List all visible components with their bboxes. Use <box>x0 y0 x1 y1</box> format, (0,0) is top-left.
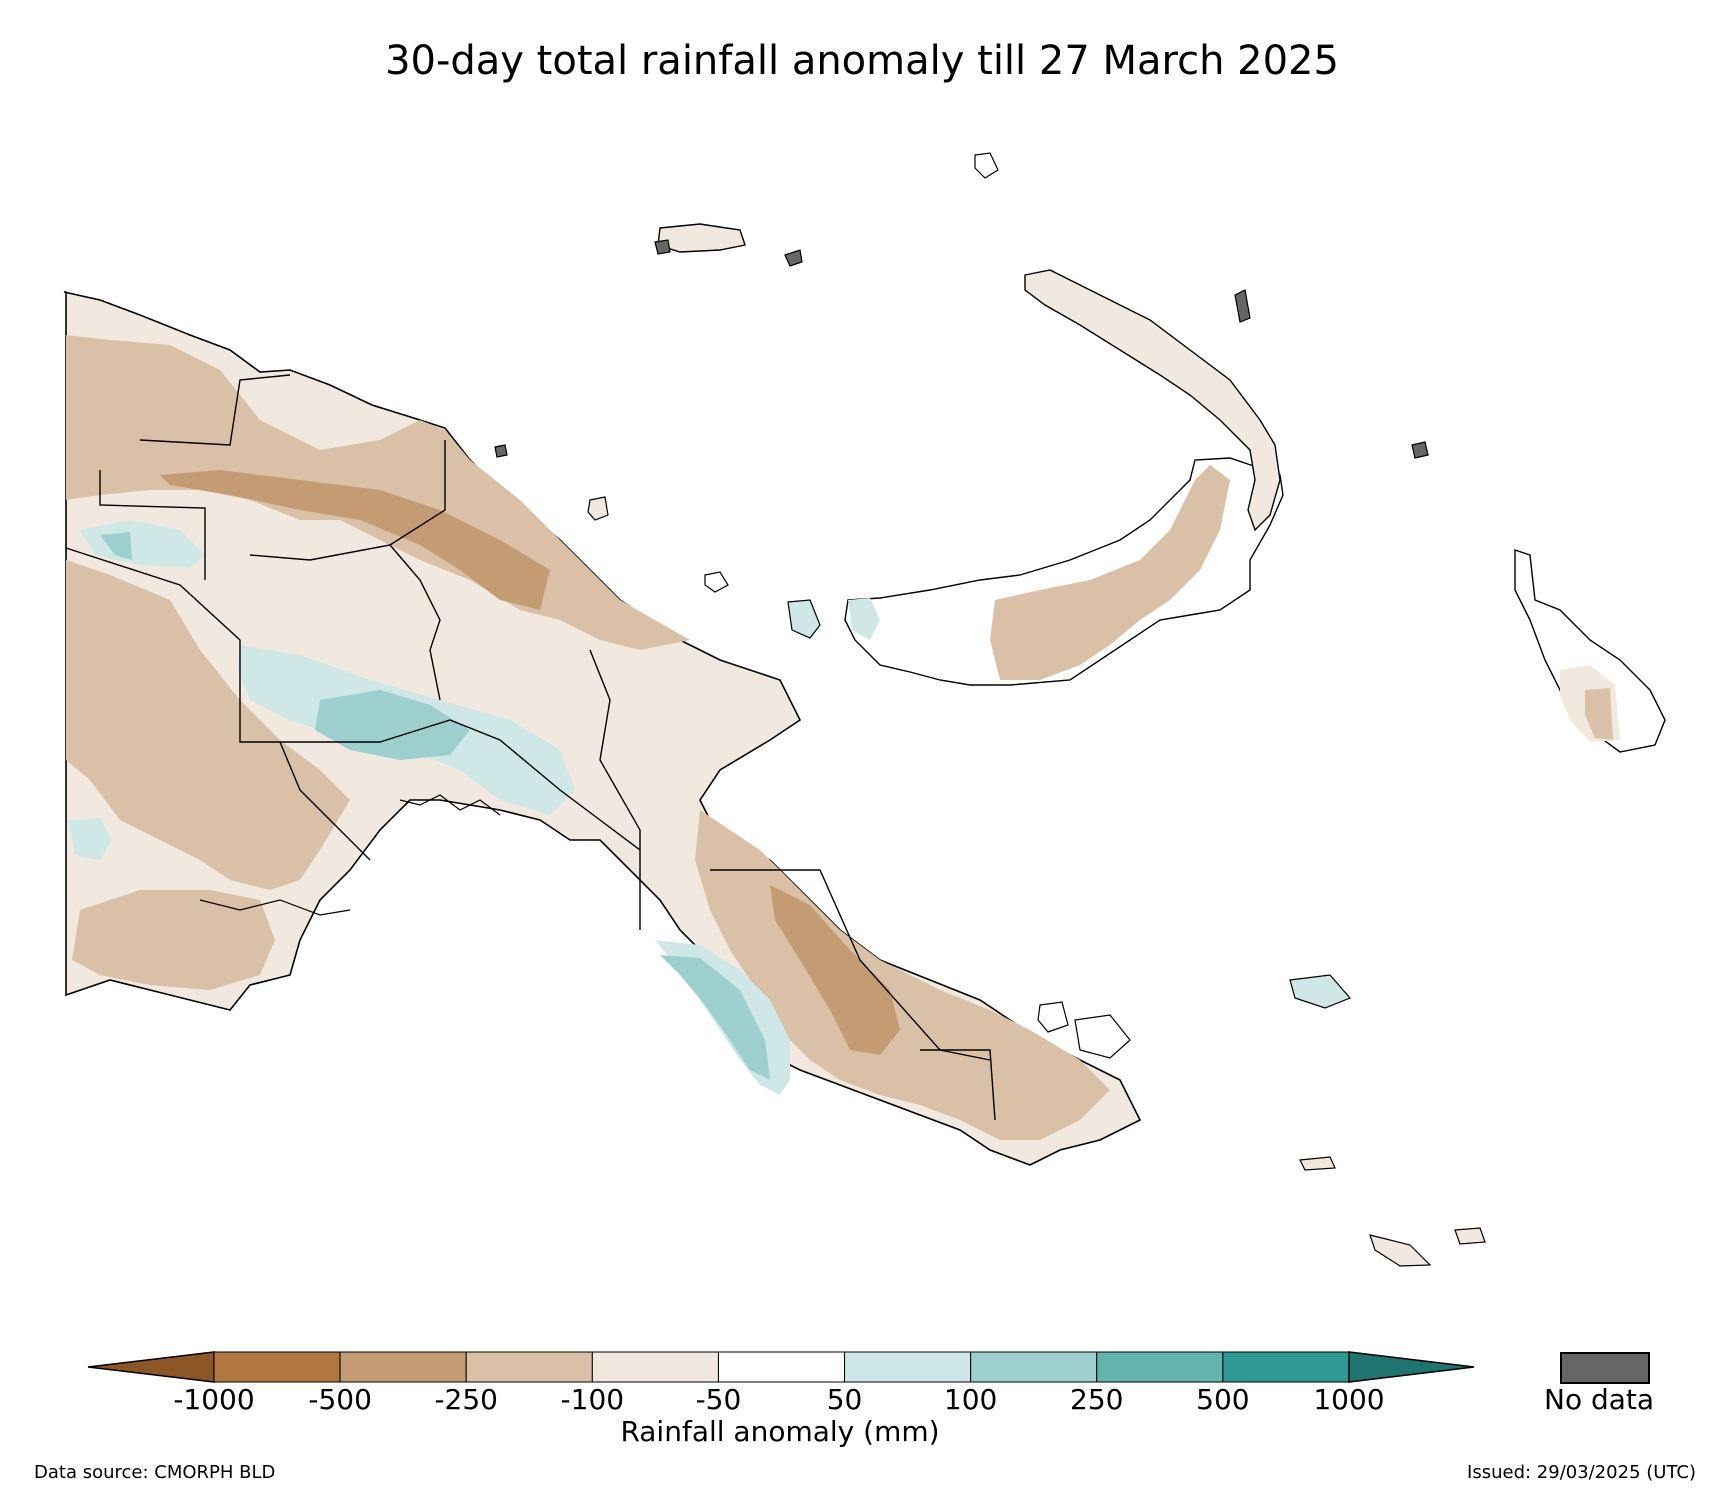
anomaly-zone-southwest-2 <box>72 890 275 990</box>
umboi-island <box>787 599 821 639</box>
mainland <box>63 291 1142 1166</box>
legend-segment <box>339 1351 467 1383</box>
legend-colorbar <box>87 1351 1475 1383</box>
misima-island <box>1299 1156 1336 1171</box>
legend-tick-label: 500 <box>1196 1383 1250 1416</box>
goodenough-island <box>1037 1001 1069 1033</box>
karkar-island <box>587 496 609 521</box>
bougainville-outline <box>1514 549 1666 753</box>
new-britain-outline <box>844 457 1284 686</box>
bougainville-anomaly-core <box>1585 688 1613 740</box>
no-data-label: No data <box>1544 1383 1655 1416</box>
legend-tick-label: 50 <box>826 1383 863 1416</box>
legend-segment <box>844 1351 972 1383</box>
new-britain-wet <box>848 598 880 640</box>
legend-segment <box>213 1351 341 1383</box>
province-boundaries <box>65 374 996 1121</box>
data-source: Data source: CMORPH BLD <box>34 1462 276 1483</box>
no-data-islet-3 <box>1234 289 1251 323</box>
new-ireland-outline <box>1024 269 1281 532</box>
legend-tick-label: -1000 <box>173 1383 255 1416</box>
no-data-swatch <box>1560 1352 1650 1384</box>
trobriand-island <box>1289 974 1352 1009</box>
no-data-islet-1 <box>654 239 671 255</box>
legend-segment <box>1096 1351 1224 1383</box>
coastline <box>199 794 501 916</box>
legend-tick-label: -500 <box>308 1383 372 1416</box>
anomaly-zone-peninsula <box>695 810 1110 1140</box>
legend-segment <box>717 1351 846 1383</box>
mussau-island <box>974 152 999 179</box>
legend-tick-label: -250 <box>434 1383 498 1416</box>
issued-date: Issued: 29/03/2025 (UTC) <box>1467 1462 1696 1483</box>
long-island <box>704 571 729 593</box>
legend-segment <box>465 1351 593 1383</box>
legend-tick-label: 250 <box>1070 1383 1124 1416</box>
anomaly-zone-southwest <box>66 560 350 890</box>
legend-tick-label: 1000 <box>1313 1383 1385 1416</box>
anomaly-zone-peninsula-core <box>770 885 900 1055</box>
legend-tick-label: 100 <box>943 1383 998 1416</box>
anomaly-zone-southwest-wet <box>68 818 112 860</box>
bougainville <box>1514 549 1666 753</box>
legend-title: Rainfall anomaly (mm) <box>620 1415 940 1448</box>
anomaly-zone-northwest-wet-core <box>100 532 132 560</box>
new-ireland <box>1024 269 1281 532</box>
anomaly-zone-gulf-wet-core <box>660 955 770 1080</box>
map-title: 30-day total rainfall anomaly till 27 Ma… <box>385 38 1339 84</box>
fergusson-island <box>1074 1014 1131 1059</box>
sudest-island <box>1369 1234 1432 1267</box>
legend-extend-low <box>87 1351 215 1383</box>
rossel-island <box>1454 1227 1486 1245</box>
northern-islands <box>494 152 1429 639</box>
milne-bay-islands <box>1037 974 1486 1267</box>
anomaly-zone-northwest-wet <box>80 520 205 568</box>
no-data-islet-2 <box>784 249 803 267</box>
no-data-islet-5 <box>494 444 508 458</box>
rainfall-anomaly-map <box>63 152 1666 1267</box>
legend-tick-label: -50 <box>695 1383 742 1416</box>
legend-color-segments <box>87 1351 1475 1383</box>
new-britain <box>844 457 1284 686</box>
legend-extend-high <box>1348 1351 1475 1383</box>
legend-segment <box>1222 1351 1350 1383</box>
legend-tick-label: -100 <box>560 1383 625 1416</box>
anomaly-zone-north-core <box>160 470 550 610</box>
legend-segment <box>970 1351 1098 1383</box>
no-data-islet-4 <box>1411 441 1429 459</box>
new-britain-anomaly <box>990 465 1230 680</box>
legend-segment <box>591 1351 719 1383</box>
